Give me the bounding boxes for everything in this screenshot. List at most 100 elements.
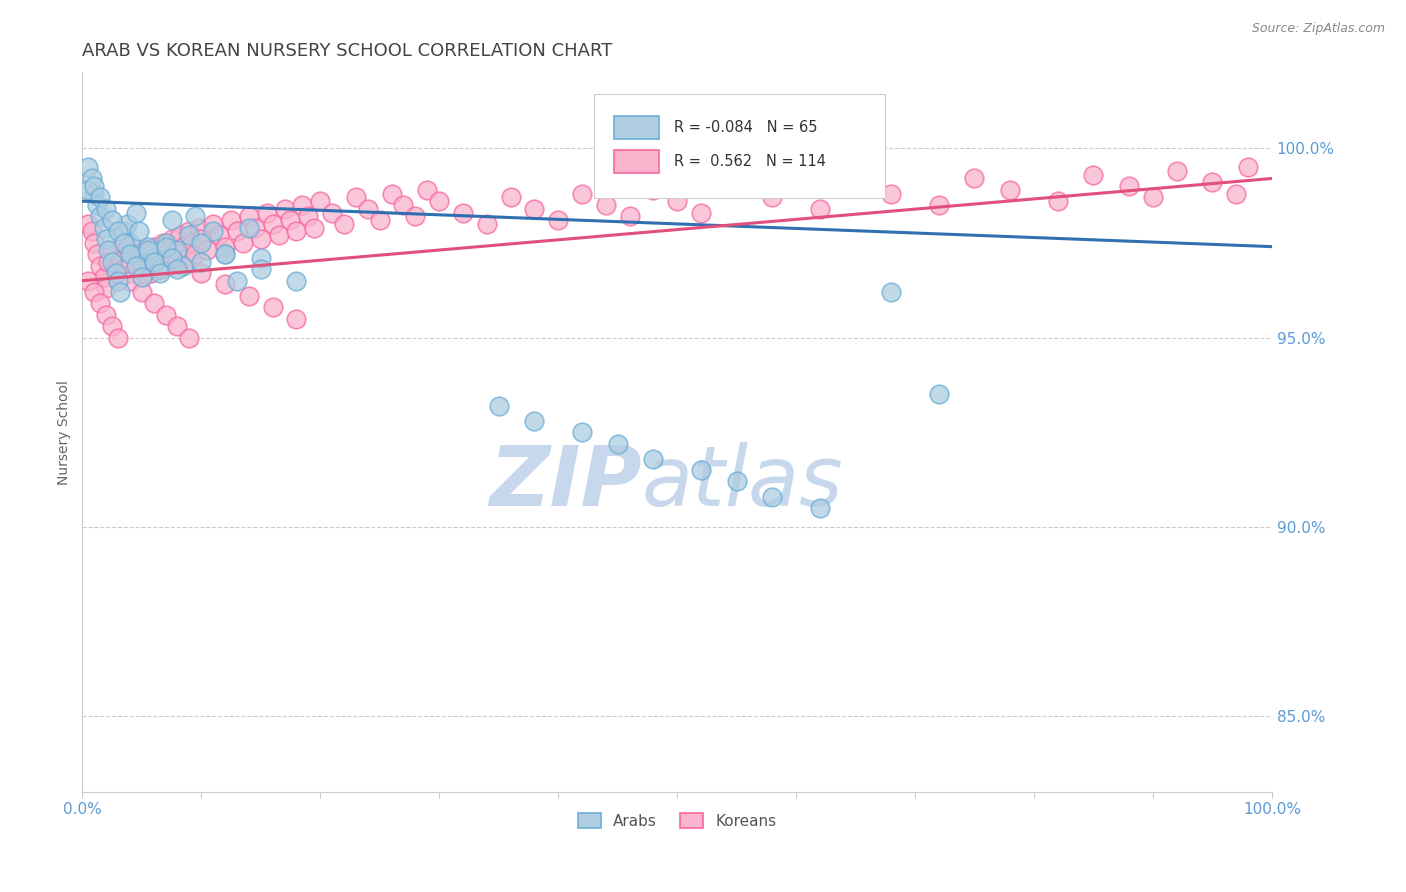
Point: [110, 251, 132, 265]
Point: [381, 186, 404, 201]
Point: [226, 225, 249, 239]
Point: [131, 269, 153, 284]
Point: [93, 220, 115, 235]
Point: [761, 490, 783, 504]
Point: [488, 399, 510, 413]
Point: [249, 262, 271, 277]
Point: [142, 296, 165, 310]
Point: [595, 198, 617, 212]
Point: [416, 183, 439, 197]
Point: [142, 239, 165, 253]
Point: [571, 186, 593, 201]
Point: [97, 244, 120, 258]
Point: [243, 220, 266, 235]
Point: [145, 251, 167, 265]
Point: [172, 239, 194, 253]
Point: [155, 239, 177, 253]
Point: [571, 425, 593, 440]
Point: [89, 296, 111, 310]
Point: [118, 274, 141, 288]
Point: [94, 232, 117, 246]
Point: [666, 194, 689, 209]
Point: [214, 247, 236, 261]
Point: [107, 225, 129, 239]
FancyBboxPatch shape: [593, 94, 886, 198]
Point: [169, 228, 191, 243]
Point: [121, 266, 143, 280]
Point: [1201, 175, 1223, 189]
Legend: Arabs, Koreans: Arabs, Koreans: [572, 806, 782, 835]
Point: [368, 213, 391, 227]
Point: [190, 254, 212, 268]
Point: [214, 239, 236, 253]
Point: [357, 202, 380, 216]
Point: [141, 266, 163, 280]
Point: [1142, 190, 1164, 204]
Point: [94, 281, 117, 295]
Point: [112, 235, 135, 250]
Point: [112, 262, 135, 277]
Point: [118, 254, 141, 268]
Point: [83, 285, 105, 299]
Point: [128, 225, 150, 239]
Point: [238, 289, 260, 303]
Point: [107, 274, 129, 288]
Text: R = -0.084   N = 65: R = -0.084 N = 65: [673, 120, 817, 136]
Point: [101, 244, 124, 258]
Point: [136, 244, 159, 258]
Point: [880, 285, 903, 299]
Point: [166, 244, 188, 258]
Point: [94, 308, 117, 322]
Point: [880, 186, 903, 201]
Point: [262, 217, 284, 231]
Point: [249, 232, 271, 246]
Point: [86, 198, 108, 212]
Point: [195, 244, 218, 258]
Point: [523, 414, 546, 428]
Point: [187, 220, 209, 235]
Point: [83, 186, 105, 201]
Point: [451, 205, 474, 219]
Point: [844, 175, 866, 189]
Point: [285, 311, 308, 326]
Point: [689, 463, 711, 477]
FancyBboxPatch shape: [614, 116, 659, 139]
Text: atlas: atlas: [641, 442, 844, 523]
Point: [165, 244, 187, 258]
Point: [404, 210, 426, 224]
Point: [291, 198, 314, 212]
Point: [226, 274, 249, 288]
Point: [149, 262, 172, 277]
Point: [121, 247, 143, 261]
Point: [725, 179, 748, 194]
Point: [93, 269, 115, 284]
Point: [152, 235, 174, 250]
Point: [83, 235, 105, 250]
Point: [202, 225, 225, 239]
Point: [117, 239, 139, 253]
Point: [155, 235, 177, 250]
Point: [89, 210, 111, 224]
Point: [160, 251, 183, 265]
Point: [107, 330, 129, 344]
Point: [101, 213, 124, 227]
Point: [80, 171, 103, 186]
Point: [160, 213, 183, 227]
Point: [77, 217, 100, 231]
Point: [267, 228, 290, 243]
Point: [77, 160, 100, 174]
Point: [166, 254, 188, 268]
Point: [142, 251, 165, 265]
Point: [155, 308, 177, 322]
Point: [136, 239, 159, 253]
Point: [928, 387, 950, 401]
Point: [808, 500, 831, 515]
Point: [1225, 186, 1247, 201]
Point: [273, 202, 295, 216]
Point: [963, 171, 986, 186]
Point: [134, 244, 156, 258]
Point: [190, 232, 212, 246]
Y-axis label: Nursery School: Nursery School: [58, 380, 72, 484]
Point: [214, 277, 236, 292]
Point: [117, 217, 139, 231]
